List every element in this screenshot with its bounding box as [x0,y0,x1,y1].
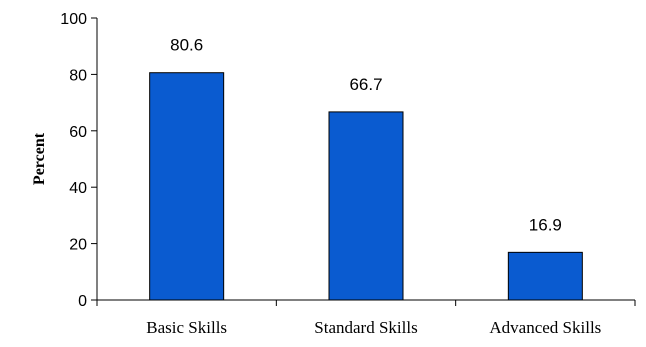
y-tick-label: 40 [69,180,87,197]
category-labels-group: Basic Skills Standard Skills Advanced Skil… [146,318,601,337]
bar-data-label: 16.9 [529,215,562,234]
x-category-label: Standard Skills [314,318,417,337]
plot-area: 80.6 66.7 16.9 0 20 40 60 80 100 Basic Skills St… [60,11,636,337]
x-ticks-group [96,300,636,306]
bar-data-label: 66.7 [349,75,382,94]
bar [149,72,225,301]
bar-data-label: 80.6 [170,36,203,55]
bar [507,251,583,301]
y-axis-title: Percent [31,132,48,185]
y-tick-label: 60 [69,124,87,141]
bars-group [149,72,583,301]
y-tick-label: 100 [60,11,87,28]
y-tick-label: 20 [69,237,87,254]
y-tick-label: 0 [78,293,87,310]
y-tick-label: 80 [69,67,87,84]
y-ticks-group: 0 20 40 60 80 100 [60,11,97,310]
data-labels-group: 80.6 66.7 16.9 [170,36,562,235]
x-category-label: Advanced Skills [489,318,601,337]
bar [328,111,404,301]
x-category-label: Basic Skills [146,318,227,337]
